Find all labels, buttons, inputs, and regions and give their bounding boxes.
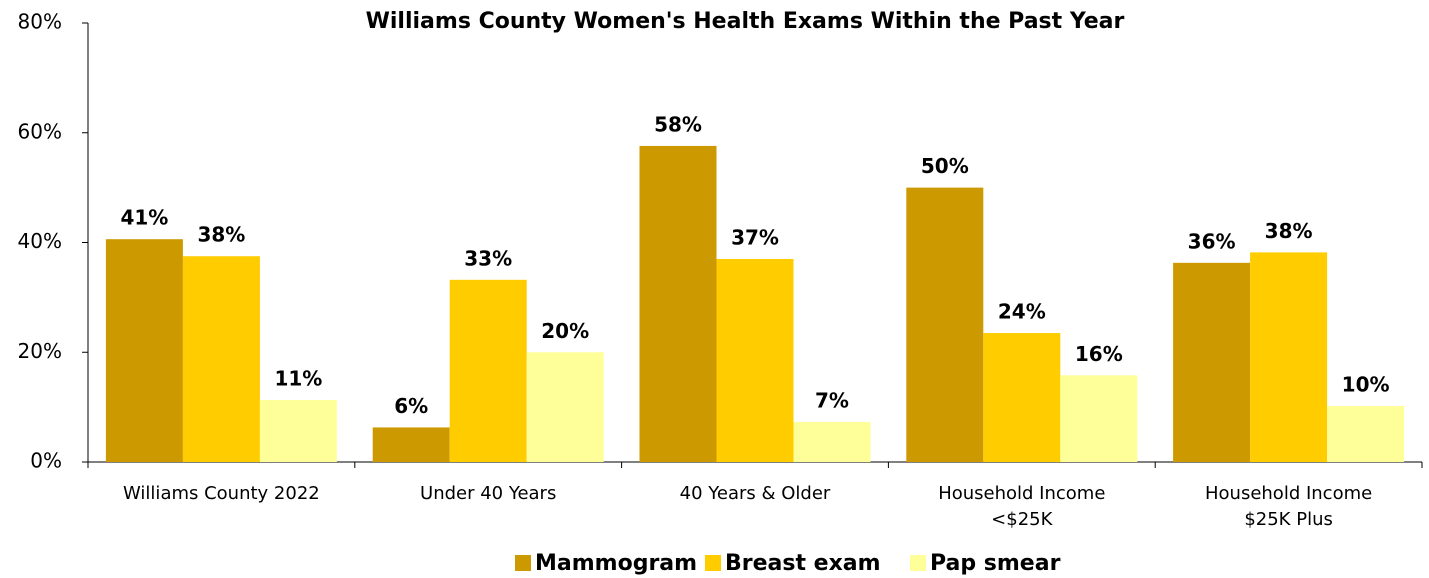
legend-swatch [910,555,926,571]
data-label: 37% [731,225,779,249]
x-tick-label: Household Income <$25K [938,483,1106,530]
bar [182,256,260,462]
bar [259,399,337,462]
x-tick-label: Under 40 Years [420,483,557,504]
legend-label: Pap smear [930,551,1061,576]
bar [906,187,984,462]
y-tick-label: 40% [18,229,62,253]
bar [1173,262,1251,462]
legend-swatch [515,555,531,571]
bar [716,258,794,462]
bar [1250,252,1328,462]
data-label: 41% [120,206,168,230]
bar [793,421,871,462]
y-tick-label: 20% [18,339,62,363]
bar [983,333,1061,462]
legend-label: Mammogram [535,551,697,576]
data-label: 50% [921,154,969,178]
data-label: 58% [654,112,702,136]
data-label: 36% [1188,229,1236,253]
data-label: 20% [541,319,589,343]
bar [449,279,527,462]
y-tick-label: 60% [18,119,62,143]
bar [372,427,450,462]
data-label: 33% [464,246,512,270]
chart-title: Williams County Women's Health Exams Wit… [366,9,1125,34]
y-tick-label: 0% [30,449,62,473]
data-label: 16% [1075,342,1123,366]
y-tick-label: 80% [18,10,62,34]
bar [1060,375,1138,462]
x-tick-label: Household Income $25K Plus [1204,483,1373,530]
data-label: 11% [274,366,322,390]
bar [639,145,717,463]
x-tick-label: 40 Years & Older [679,483,831,504]
data-label: 6% [394,394,428,418]
legend-swatch [705,555,721,571]
x-tick-label: Williams County 2022 [123,483,320,504]
data-label: 38% [1265,219,1313,243]
data-label: 10% [1342,373,1390,397]
bar [526,352,604,462]
data-label: 7% [815,388,849,412]
data-label: 24% [998,300,1046,324]
bar [1327,406,1405,462]
legend-label: Breast exam [725,551,881,576]
bar [105,239,183,462]
data-label: 38% [197,223,245,247]
